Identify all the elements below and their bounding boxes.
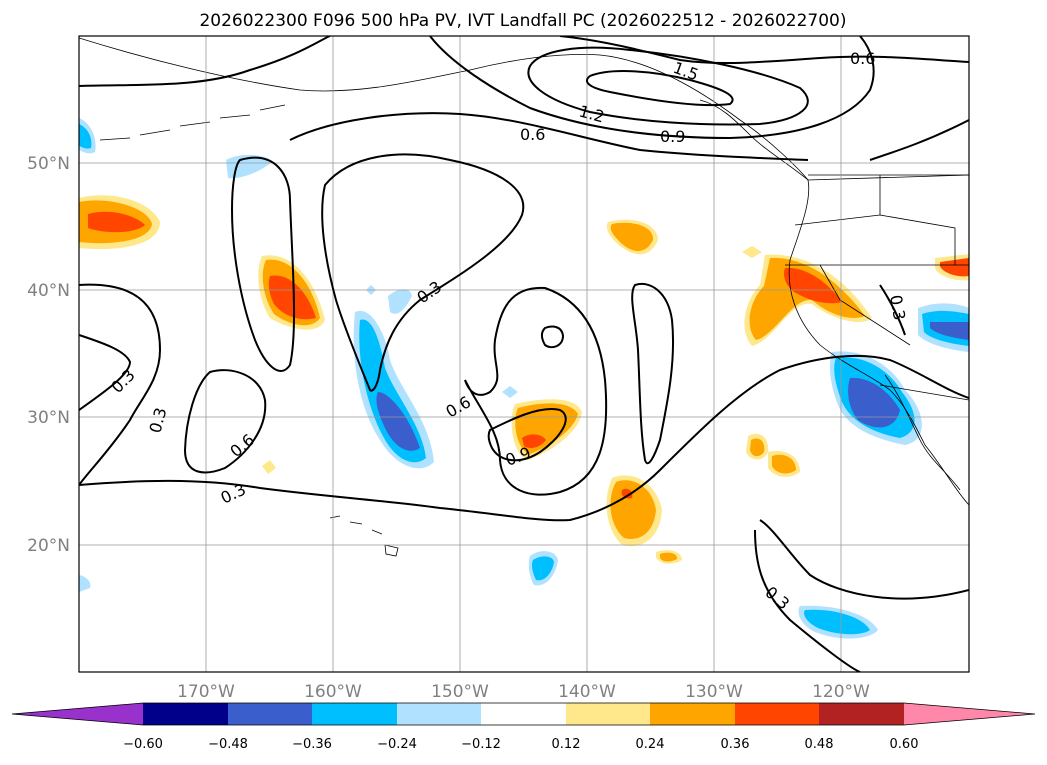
shade-cool-aleut bbox=[226, 154, 272, 179]
map-frame bbox=[78, 35, 970, 673]
contour-03-mid bbox=[321, 153, 525, 392]
contour-06-c bbox=[464, 286, 608, 496]
shade-warm-low-peak bbox=[522, 434, 546, 448]
coast-baja bbox=[884, 374, 961, 491]
shade-warm-small-2c bbox=[772, 454, 796, 474]
shade-cool-patch bbox=[388, 289, 412, 314]
colorbar-tick: 0.48 bbox=[805, 737, 834, 752]
border-states-2 bbox=[794, 214, 881, 226]
colorbar-bin bbox=[735, 703, 819, 725]
colorbar-bin bbox=[566, 703, 650, 725]
shade-cool-sw bbox=[79, 575, 91, 592]
contour-03-se bbox=[754, 519, 969, 672]
colorbar-tick: 0.60 bbox=[890, 737, 919, 752]
shade-warm-gulf-peak bbox=[268, 275, 316, 320]
contour-03-ne bbox=[879, 284, 906, 336]
colorbar-ticks: −0.60 −0.48 −0.36 −0.24 −0.12 0.12 0.24 … bbox=[123, 737, 918, 752]
shade-warm-coast-peak bbox=[784, 267, 842, 304]
colorbar-tick: 0.24 bbox=[636, 737, 665, 752]
shade-warm-west-peak bbox=[88, 211, 145, 233]
chart-title: 2026022300 F096 500 hPa PV, IVT Landfall… bbox=[199, 11, 846, 31]
contour-06-right bbox=[631, 282, 675, 465]
colorbar-extend-low bbox=[12, 703, 143, 725]
lon-label: 160°W bbox=[304, 682, 362, 702]
lat-label: 40°N bbox=[27, 281, 70, 301]
ivt-shading bbox=[79, 118, 969, 639]
lat-label: 30°N bbox=[27, 408, 70, 428]
lon-label: 130°W bbox=[685, 682, 743, 702]
lat-labels: 50°N 40°N 30°N 20°N bbox=[27, 154, 70, 556]
border-states-1 bbox=[879, 175, 956, 265]
lat-label: 20°N bbox=[27, 536, 70, 556]
shade-warm-south-core bbox=[610, 480, 656, 539]
coast-panhandle bbox=[699, 99, 809, 181]
shade-warm-dot bbox=[262, 460, 276, 474]
colorbar-bin bbox=[228, 703, 312, 725]
contour-03-outer bbox=[79, 283, 162, 486]
colorbar-tick: 0.36 bbox=[721, 737, 750, 752]
colorbar-tick: −0.12 bbox=[461, 737, 501, 752]
colorbar-extend-high bbox=[904, 703, 1035, 725]
lon-label: 140°W bbox=[558, 682, 616, 702]
pv-contours bbox=[79, 36, 969, 672]
contour-small-loop bbox=[541, 325, 565, 349]
contour-03-big bbox=[79, 354, 969, 522]
shade-cool-coast-peak bbox=[848, 377, 900, 428]
shade-warm-south-peak bbox=[621, 488, 633, 499]
lon-labels: 170°W 160°W 150°W 140°W 130°W 120°W bbox=[177, 682, 870, 702]
shade-warm-small-3c bbox=[660, 552, 678, 562]
lon-label: 170°W bbox=[177, 682, 235, 702]
coast-alaska bbox=[79, 36, 969, 181]
hawaii bbox=[329, 515, 399, 557]
contour-06-top bbox=[79, 36, 969, 87]
shade-warm-mid-core bbox=[610, 222, 654, 252]
contour-15 bbox=[585, 70, 734, 107]
colorbar-tick: −0.48 bbox=[208, 737, 248, 752]
colorbar-tick: −0.36 bbox=[292, 737, 332, 752]
gridlines bbox=[79, 36, 969, 672]
colorbar-bin bbox=[819, 703, 904, 725]
contour-label: 0.6 bbox=[520, 125, 545, 144]
shade-warm-coast-core bbox=[749, 257, 865, 340]
colorbar-bin bbox=[397, 703, 481, 725]
contour-06-a bbox=[289, 112, 969, 161]
shade-cool-center-peak bbox=[376, 392, 420, 451]
colorbar-bin bbox=[143, 703, 228, 725]
colorbar-bin bbox=[312, 703, 397, 725]
map-area: 0.6 1.5 1.2 0.9 0.6 0.3 0.3 0.3 0.6 0.3 … bbox=[79, 36, 969, 672]
contour-06-b bbox=[183, 369, 267, 474]
coast-aleutians bbox=[99, 104, 286, 141]
contour-label: 0.6 bbox=[850, 49, 875, 68]
shade-warm-tiny bbox=[742, 246, 762, 258]
shade-cool-east-peak bbox=[930, 322, 969, 340]
lat-label: 50°N bbox=[27, 154, 70, 174]
contour-12 bbox=[527, 46, 809, 126]
border-states-4 bbox=[819, 264, 911, 346]
shade-warm-east-core bbox=[940, 258, 969, 277]
contour-09-b bbox=[487, 408, 567, 462]
colorbar: −0.60 −0.48 −0.36 −0.24 −0.12 0.12 0.24 … bbox=[11, 702, 1036, 752]
lon-label: 150°W bbox=[431, 682, 489, 702]
colorbar-bin bbox=[481, 703, 566, 725]
contour-09-top bbox=[429, 36, 875, 140]
coastlines bbox=[79, 36, 969, 557]
shade-cool-south-core bbox=[532, 556, 554, 581]
coast-westus bbox=[788, 179, 969, 506]
colorbar-tick: −0.60 bbox=[123, 737, 163, 752]
colorbar-bin bbox=[650, 703, 735, 725]
colorbar-tick: −0.24 bbox=[377, 737, 417, 752]
border-mexico bbox=[879, 384, 969, 401]
shade-cool-diamond bbox=[502, 386, 518, 398]
shade-warm-small-1c bbox=[750, 438, 765, 457]
contour-label: 0.3 bbox=[886, 293, 909, 321]
shade-cool-se-core bbox=[804, 609, 870, 635]
contour-03-b bbox=[79, 334, 132, 411]
shade-cool-nw-core bbox=[79, 124, 92, 149]
lon-label: 120°W bbox=[812, 682, 870, 702]
colorbar-tick: 0.12 bbox=[552, 737, 581, 752]
contour-03-loop bbox=[230, 156, 296, 372]
contour-label: 0.9 bbox=[660, 127, 685, 146]
